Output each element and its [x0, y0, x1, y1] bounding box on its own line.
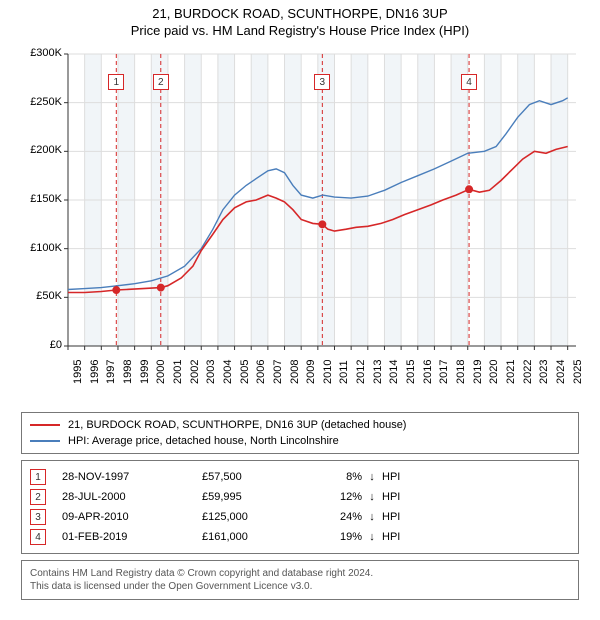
x-tick-label: 2023 [538, 360, 550, 384]
down-arrow-icon: ↓ [362, 511, 382, 523]
transaction-hpi-label: HPI [382, 471, 422, 483]
chart-svg [20, 46, 580, 406]
chart-marker-box: 3 [314, 74, 330, 90]
down-arrow-icon: ↓ [362, 491, 382, 503]
x-tick-label: 2002 [189, 360, 201, 384]
x-tick-label: 2009 [305, 360, 317, 384]
y-tick-label: £150K [22, 193, 62, 205]
x-tick-label: 1996 [89, 360, 101, 384]
x-tick-label: 2015 [405, 360, 417, 384]
x-tick-label: 2003 [205, 360, 217, 384]
transaction-marker-box: 1 [30, 469, 46, 485]
table-row: 3 09-APR-2010£125,00024%↓HPI [30, 507, 570, 527]
footer-box: Contains HM Land Registry data © Crown c… [21, 560, 579, 600]
x-tick-label: 1998 [122, 360, 134, 384]
chart-area: £0 £50K £100K £150K £200K £250K £300K 1995 1996 1… [20, 46, 580, 406]
page-title: 21, BURDOCK ROAD, SCUNTHORPE, DN16 3UP [0, 6, 600, 21]
transaction-pct: 12% [302, 491, 362, 503]
transaction-price: £125,000 [202, 511, 302, 523]
x-tick-label: 2019 [472, 360, 484, 384]
x-tick-label: 2008 [289, 360, 301, 384]
legend-label: 21, BURDOCK ROAD, SCUNTHORPE, DN16 3UP (… [68, 419, 406, 431]
x-tick-label: 2005 [239, 360, 251, 384]
legend-item: HPI: Average price, detached house, Nort… [30, 433, 570, 449]
chart-marker-box: 1 [108, 74, 124, 90]
transaction-hpi-label: HPI [382, 531, 422, 543]
x-tick-label: 2017 [438, 360, 450, 384]
transaction-price: £57,500 [202, 471, 302, 483]
x-tick-label: 2000 [155, 360, 167, 384]
chart-marker-box: 2 [153, 74, 169, 90]
legend-swatch [30, 440, 60, 442]
down-arrow-icon: ↓ [362, 531, 382, 543]
y-tick-label: £100K [22, 242, 62, 254]
transactions-table: 128-NOV-1997£57,5008%↓HPI228-JUL-2000£59… [21, 460, 579, 554]
transaction-pct: 8% [302, 471, 362, 483]
x-tick-label: 1997 [105, 360, 117, 384]
x-tick-label: 2025 [572, 360, 584, 384]
y-tick-label: £300K [22, 47, 62, 59]
transaction-price: £59,995 [202, 491, 302, 503]
legend-label: HPI: Average price, detached house, Nort… [68, 435, 339, 447]
transaction-hpi-label: HPI [382, 491, 422, 503]
x-tick-label: 2007 [272, 360, 284, 384]
legend-item: 21, BURDOCK ROAD, SCUNTHORPE, DN16 3UP (… [30, 417, 570, 433]
x-tick-label: 2010 [322, 360, 334, 384]
x-tick-label: 2020 [488, 360, 500, 384]
x-tick-label: 2014 [388, 360, 400, 384]
y-tick-label: £50K [22, 290, 62, 302]
chart-marker-box: 4 [461, 74, 477, 90]
legend-box: 21, BURDOCK ROAD, SCUNTHORPE, DN16 3UP (… [21, 412, 579, 454]
x-tick-label: 2022 [522, 360, 534, 384]
x-tick-label: 2006 [255, 360, 267, 384]
table-row: 4 01-FEB-2019£161,00019%↓HPI [30, 527, 570, 547]
transaction-pct: 19% [302, 531, 362, 543]
transaction-marker-box: 3 [30, 509, 46, 525]
x-tick-label: 1995 [72, 360, 84, 384]
transaction-hpi-label: HPI [382, 511, 422, 523]
transaction-date: 01-FEB-2019 [62, 531, 202, 543]
transaction-date: 28-JUL-2000 [62, 491, 202, 503]
legend-swatch [30, 424, 60, 426]
footer-line: Contains HM Land Registry data © Crown c… [30, 567, 570, 580]
x-tick-label: 1999 [139, 360, 151, 384]
y-tick-label: £250K [22, 96, 62, 108]
table-row: 2 28-JUL-2000£59,99512%↓HPI [30, 487, 570, 507]
x-tick-label: 2001 [172, 360, 184, 384]
y-tick-label: £200K [22, 144, 62, 156]
x-tick-label: 2016 [422, 360, 434, 384]
x-tick-label: 2012 [355, 360, 367, 384]
transaction-pct: 24% [302, 511, 362, 523]
x-tick-label: 2024 [555, 360, 567, 384]
transaction-price: £161,000 [202, 531, 302, 543]
x-tick-label: 2011 [338, 360, 350, 384]
footer-line: This data is licensed under the Open Gov… [30, 580, 570, 593]
transaction-marker-box: 2 [30, 489, 46, 505]
y-tick-label: £0 [22, 339, 62, 351]
container: 21, BURDOCK ROAD, SCUNTHORPE, DN16 3UP P… [0, 6, 600, 600]
page-subtitle: Price paid vs. HM Land Registry's House … [0, 23, 600, 38]
x-tick-label: 2004 [222, 360, 234, 384]
transaction-marker-box: 4 [30, 529, 46, 545]
transaction-date: 09-APR-2010 [62, 511, 202, 523]
transaction-date: 28-NOV-1997 [62, 471, 202, 483]
x-tick-label: 2018 [455, 360, 467, 384]
table-row: 1 28-NOV-1997£57,5008%↓HPI [30, 467, 570, 487]
down-arrow-icon: ↓ [362, 471, 382, 483]
x-tick-label: 2021 [505, 360, 517, 384]
x-tick-label: 2013 [372, 360, 384, 384]
